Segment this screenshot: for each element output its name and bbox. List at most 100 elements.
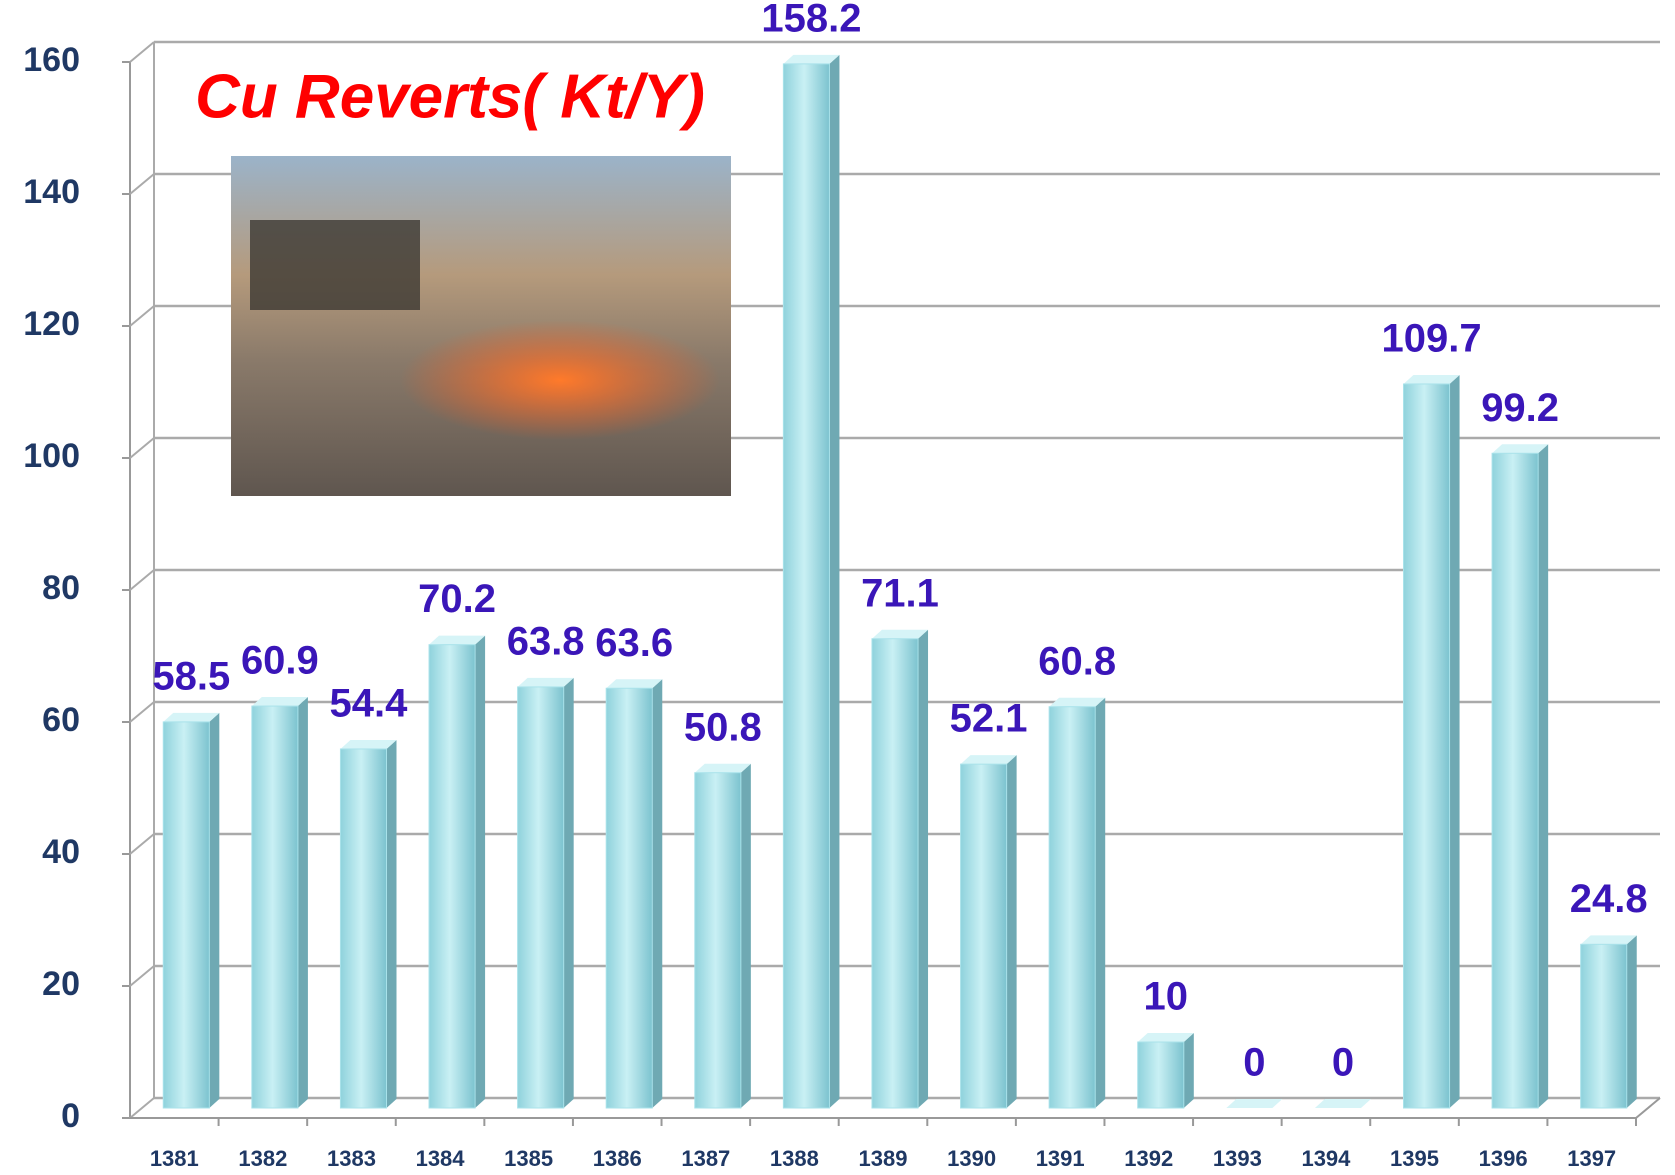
value-label: 0 xyxy=(1332,1041,1354,1085)
value-label: 52.1 xyxy=(950,697,1028,741)
bar-top xyxy=(960,755,1017,765)
value-label: 10 xyxy=(1144,975,1189,1019)
bar xyxy=(960,763,1008,1109)
value-label: 63.8 xyxy=(507,619,585,663)
bar-top xyxy=(1580,935,1637,945)
bar-side xyxy=(740,763,751,1108)
grid-floor-line xyxy=(129,965,155,987)
x-tick-label: 1392 xyxy=(1124,1146,1173,1171)
bar xyxy=(1402,383,1451,1109)
bar xyxy=(428,644,476,1109)
value-label: 71.1 xyxy=(861,571,939,615)
bar xyxy=(517,686,565,1109)
x-tick-label: 1386 xyxy=(593,1146,642,1171)
bar xyxy=(605,687,653,1109)
x-tick-label: 1391 xyxy=(1036,1146,1085,1171)
value-label: 109.7 xyxy=(1381,317,1481,361)
bar xyxy=(1048,706,1096,1109)
y-tick-label: 20 xyxy=(42,965,80,1003)
bar xyxy=(782,63,830,1109)
value-label: 158.2 xyxy=(761,0,861,40)
x-tick-label: 1389 xyxy=(859,1146,908,1171)
bar xyxy=(1580,943,1628,1109)
bar-side xyxy=(1006,755,1017,1108)
bar xyxy=(162,721,210,1109)
bar-top xyxy=(1137,1033,1194,1042)
bar-side xyxy=(652,679,663,1108)
grid-floor-line xyxy=(129,437,155,459)
photo xyxy=(231,156,731,496)
value-label: 70.2 xyxy=(418,577,496,621)
y-tick-label: 100 xyxy=(23,437,80,475)
value-label: 50.8 xyxy=(684,705,762,749)
bar xyxy=(339,748,388,1109)
x-tick-label: 1388 xyxy=(770,1146,819,1171)
bar-top xyxy=(517,677,574,687)
value-label: 60.9 xyxy=(241,639,319,683)
bar xyxy=(871,638,919,1109)
chart-title: Cu Reverts( Kt/Y) xyxy=(195,62,705,131)
bar-side xyxy=(1183,1033,1194,1108)
x-tick-label: 1381 xyxy=(150,1146,199,1171)
bar-top xyxy=(1403,374,1460,384)
bar-top xyxy=(1492,444,1549,454)
y-tick-label: 0 xyxy=(61,1097,80,1135)
grid-floor-line xyxy=(129,41,155,63)
bar-side xyxy=(475,635,486,1108)
value-label: 0 xyxy=(1243,1041,1265,1085)
bar-top xyxy=(163,712,220,722)
y-tick-label: 160 xyxy=(23,41,80,79)
y-tick-label: 40 xyxy=(42,833,80,871)
value-label: 99.2 xyxy=(1481,386,1559,430)
bar-side xyxy=(297,697,308,1108)
value-label: 54.4 xyxy=(330,682,409,726)
x-tick-label: 1390 xyxy=(947,1146,996,1171)
bar-top xyxy=(429,635,486,645)
x-tick-label: 1397 xyxy=(1567,1146,1616,1171)
x-tick-label: 1382 xyxy=(238,1146,287,1171)
bar xyxy=(1491,452,1539,1109)
bar-top xyxy=(340,739,397,749)
y-tick-label: 140 xyxy=(23,173,80,211)
grid-floor-line xyxy=(129,1097,155,1119)
photo-lava xyxy=(400,320,720,440)
bar-side xyxy=(829,54,840,1108)
bar-top xyxy=(1314,1099,1371,1108)
bar xyxy=(1137,1041,1185,1109)
grid-floor-line xyxy=(129,173,155,195)
value-label: 60.8 xyxy=(1038,639,1116,683)
bar-side xyxy=(1449,374,1460,1109)
grid-floor-line xyxy=(129,833,155,855)
value-label: 58.5 xyxy=(152,654,230,698)
grid-floor-line xyxy=(129,569,155,591)
value-label: 24.8 xyxy=(1570,877,1648,921)
bar-side xyxy=(209,712,220,1108)
x-tick-label: 1383 xyxy=(327,1146,376,1171)
y-tick-label: 60 xyxy=(42,701,80,739)
floor-edge xyxy=(1635,1097,1661,1119)
photo-frame xyxy=(231,156,731,496)
bar-top xyxy=(871,629,929,639)
bar-top xyxy=(1226,1099,1283,1108)
x-tick-label: 1384 xyxy=(416,1146,466,1171)
bar-top xyxy=(783,54,840,64)
value-label: 63.6 xyxy=(595,621,673,665)
bar-side xyxy=(918,629,929,1108)
bars: 58.5 60.954.4 70.263.8 63.650.8 158.2 71.1 52.… xyxy=(152,0,1648,1109)
bar-top xyxy=(694,763,751,773)
bar xyxy=(251,705,299,1109)
x-tick-label: 1385 xyxy=(504,1146,553,1171)
grid-floor-line xyxy=(129,701,155,723)
y-tick-label: 120 xyxy=(23,305,80,343)
y-tick-label: 80 xyxy=(42,569,80,607)
x-tick-label: 1387 xyxy=(681,1146,730,1171)
bar-top xyxy=(251,697,308,707)
x-tick-label: 1394 xyxy=(1301,1146,1351,1171)
bar-top xyxy=(606,679,663,689)
photo-loader xyxy=(250,220,420,310)
bar-top xyxy=(1049,697,1106,707)
grid-floor-line xyxy=(129,305,155,327)
bar-side xyxy=(386,739,397,1108)
x-tick-label: 1395 xyxy=(1390,1146,1439,1171)
